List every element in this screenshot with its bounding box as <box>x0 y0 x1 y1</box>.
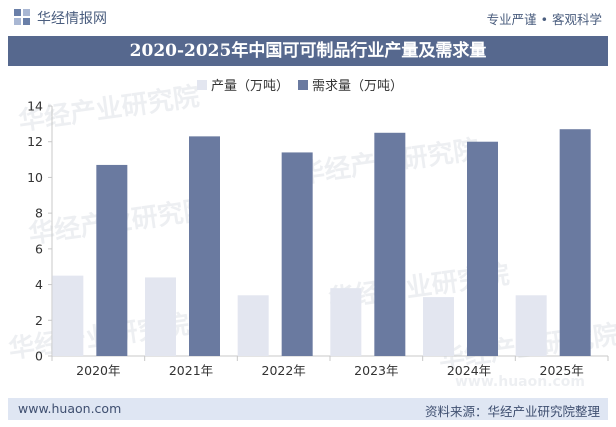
legend-label: 需求量（万吨） <box>312 79 403 94</box>
x-tick-label: 2021年 <box>169 363 213 378</box>
bar-demand <box>467 141 498 356</box>
bar-demand <box>281 152 313 356</box>
bar-demand <box>96 164 128 356</box>
legend-swatch <box>298 80 308 90</box>
y-tick-label: 2 <box>35 313 43 328</box>
bar-production <box>52 275 84 356</box>
legend-swatch <box>197 80 207 90</box>
watermark-url: www.huaon.com <box>455 374 585 390</box>
y-tick-label: 6 <box>35 241 43 256</box>
bar-demand <box>559 129 591 356</box>
x-tick-label: 2024年 <box>447 363 491 378</box>
header-bar: 华经情报网 专业严谨 • 客观科学 <box>0 0 616 34</box>
brand-name: 华经情报网 <box>37 11 107 27</box>
bar-production <box>237 295 269 356</box>
huajing-logo-icon <box>14 9 30 25</box>
y-tick-label: 10 <box>27 170 43 185</box>
chart-title: 2020-2025年中国可可制品行业产量及需求量 <box>8 36 608 66</box>
y-tick-label: 12 <box>27 134 43 149</box>
bar-production <box>145 277 176 356</box>
footer-bar: www.huaon.com 资料来源：华经产业研究院整理 <box>8 398 608 420</box>
y-tick-label: 0 <box>35 349 43 364</box>
y-tick-label: 8 <box>35 206 43 221</box>
slogan: 专业严谨 • 客观科学 <box>486 12 602 27</box>
bar-production <box>515 295 547 356</box>
x-tick-label: 2020年 <box>76 363 120 378</box>
x-tick-label: 2025年 <box>540 363 584 378</box>
legend-label: 产量（万吨） <box>211 79 289 94</box>
bar-demand <box>189 136 220 356</box>
bar-production <box>330 288 362 356</box>
y-tick-label: 14 <box>27 99 43 114</box>
y-tick-label: 4 <box>35 277 43 292</box>
bar-demand <box>374 132 406 356</box>
chart: 华经产业研究院华经产业研究院华经产业研究院华经产业研究院华经产业研究院华经产业研… <box>7 79 616 390</box>
source-note: 资料来源：华经产业研究院整理 <box>424 404 600 419</box>
bar-production <box>423 297 454 356</box>
watermark-text: 华经产业研究院 <box>17 81 202 137</box>
footer-url[interactable]: www.huaon.com <box>18 401 122 416</box>
x-tick-label: 2023年 <box>354 363 398 378</box>
x-tick-label: 2022年 <box>262 363 306 378</box>
